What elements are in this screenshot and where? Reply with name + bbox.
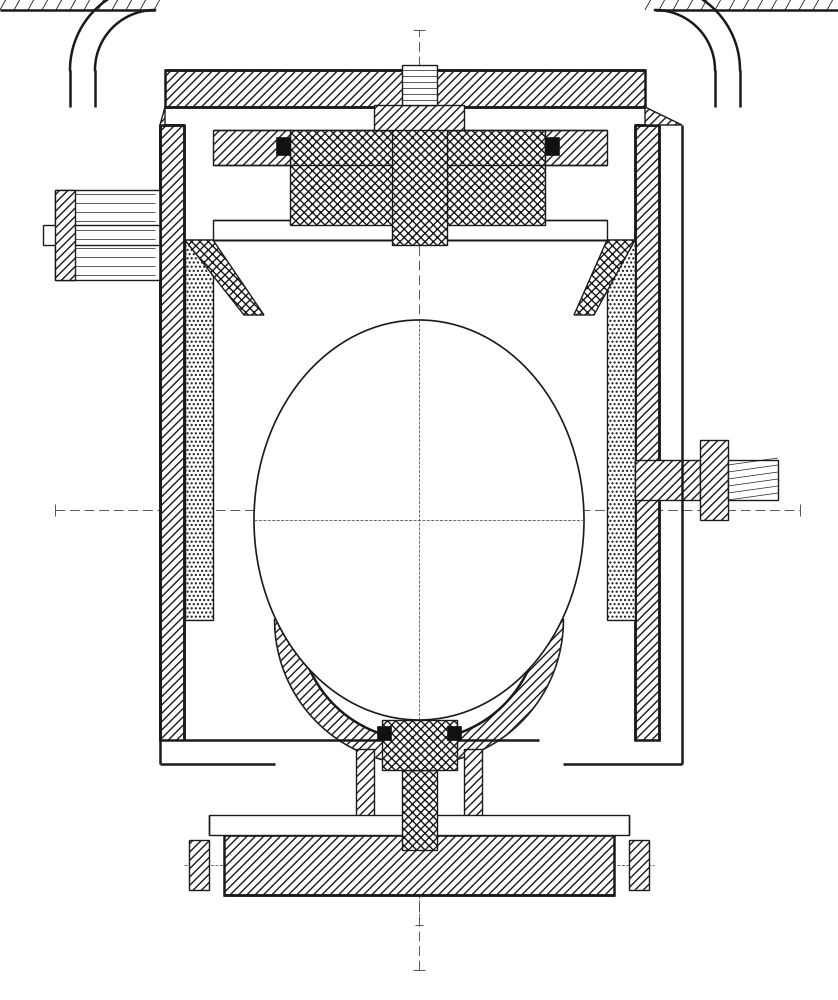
Bar (464, 749, 482, 835)
Bar (209, 815, 629, 835)
Bar (55, 190, 160, 280)
Polygon shape (635, 107, 682, 125)
Bar (377, 726, 391, 740)
Bar (165, 70, 645, 107)
Bar (635, 125, 659, 740)
Bar (185, 240, 213, 620)
Bar (728, 460, 778, 500)
Bar (700, 440, 728, 520)
Bar (607, 240, 635, 620)
Bar (447, 726, 461, 740)
Bar (402, 65, 437, 105)
Bar (545, 137, 559, 155)
Bar (374, 105, 464, 130)
Bar (402, 770, 437, 850)
Bar (213, 130, 290, 165)
Polygon shape (275, 620, 563, 764)
Bar (290, 130, 545, 225)
Polygon shape (574, 240, 635, 315)
Bar (635, 460, 700, 500)
Bar (392, 110, 447, 245)
Bar (545, 130, 607, 165)
Bar (213, 220, 607, 240)
Polygon shape (160, 107, 184, 125)
Polygon shape (185, 240, 264, 315)
Bar (55, 190, 75, 280)
Bar (224, 835, 614, 895)
Bar (356, 749, 374, 835)
Bar (43, 225, 160, 245)
Bar (276, 137, 290, 155)
Ellipse shape (254, 320, 584, 720)
Bar (382, 720, 457, 770)
Bar (629, 840, 649, 890)
Bar (189, 840, 209, 890)
Bar (160, 125, 184, 740)
